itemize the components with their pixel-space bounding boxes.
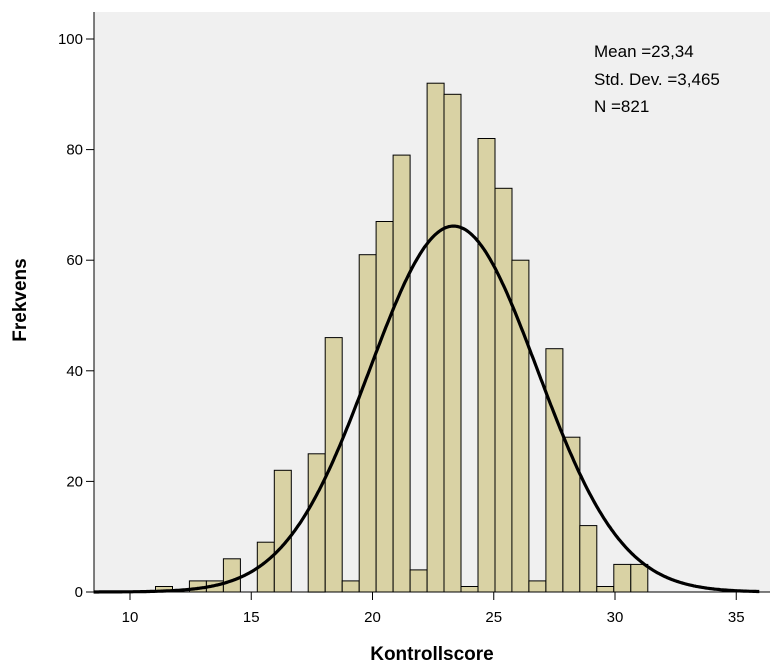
y-tick-label: 20 bbox=[66, 473, 83, 490]
histogram-bar bbox=[375, 221, 394, 593]
histogram-bar bbox=[443, 93, 462, 593]
x-axis-title: Kontrollscore bbox=[370, 644, 494, 665]
histogram-bar bbox=[562, 436, 581, 593]
x-axis-ticks: 10 15 20 25 30 35 bbox=[122, 592, 745, 626]
y-tick-label: 0 bbox=[75, 584, 83, 601]
x-tick-label: 30 bbox=[607, 609, 624, 626]
histogram-bar bbox=[630, 563, 649, 593]
histogram-bar bbox=[341, 580, 360, 593]
histogram-bar bbox=[392, 154, 411, 593]
histogram-bar bbox=[426, 82, 445, 593]
histogram-bar bbox=[613, 563, 632, 593]
histogram-bar bbox=[545, 348, 564, 593]
x-tick-label: 25 bbox=[485, 609, 502, 626]
y-axis-title: Frekvens bbox=[10, 258, 31, 341]
y-tick-label: 100 bbox=[58, 31, 83, 48]
y-tick-label: 40 bbox=[66, 363, 83, 380]
x-tick-label: 20 bbox=[364, 609, 381, 626]
histogram-bar bbox=[409, 569, 428, 593]
stat-mean: Mean =23,34 bbox=[594, 42, 694, 61]
y-tick-label: 60 bbox=[66, 252, 83, 269]
histogram-bar bbox=[307, 453, 326, 593]
y-axis-ticks: 0 20 40 60 80 100 bbox=[58, 31, 94, 601]
histogram-bar bbox=[579, 525, 598, 593]
x-tick-label: 35 bbox=[728, 609, 745, 626]
y-tick-label: 80 bbox=[66, 142, 83, 159]
histogram-bar bbox=[460, 586, 479, 593]
stat-std-dev: Std. Dev. =3,465 bbox=[594, 70, 720, 89]
histogram-bar bbox=[273, 469, 292, 593]
histogram-bar bbox=[494, 187, 513, 593]
histogram-bar bbox=[358, 254, 377, 593]
stat-n: N =821 bbox=[594, 97, 649, 116]
normal-curve bbox=[93, 224, 760, 594]
x-tick-label: 10 bbox=[122, 609, 139, 626]
histogram-bar bbox=[222, 558, 241, 593]
x-tick-label: 15 bbox=[243, 609, 260, 626]
histogram-bar bbox=[477, 138, 496, 593]
histogram-bar bbox=[596, 586, 615, 593]
histogram-bar bbox=[324, 337, 343, 593]
histogram-bar bbox=[528, 580, 547, 593]
